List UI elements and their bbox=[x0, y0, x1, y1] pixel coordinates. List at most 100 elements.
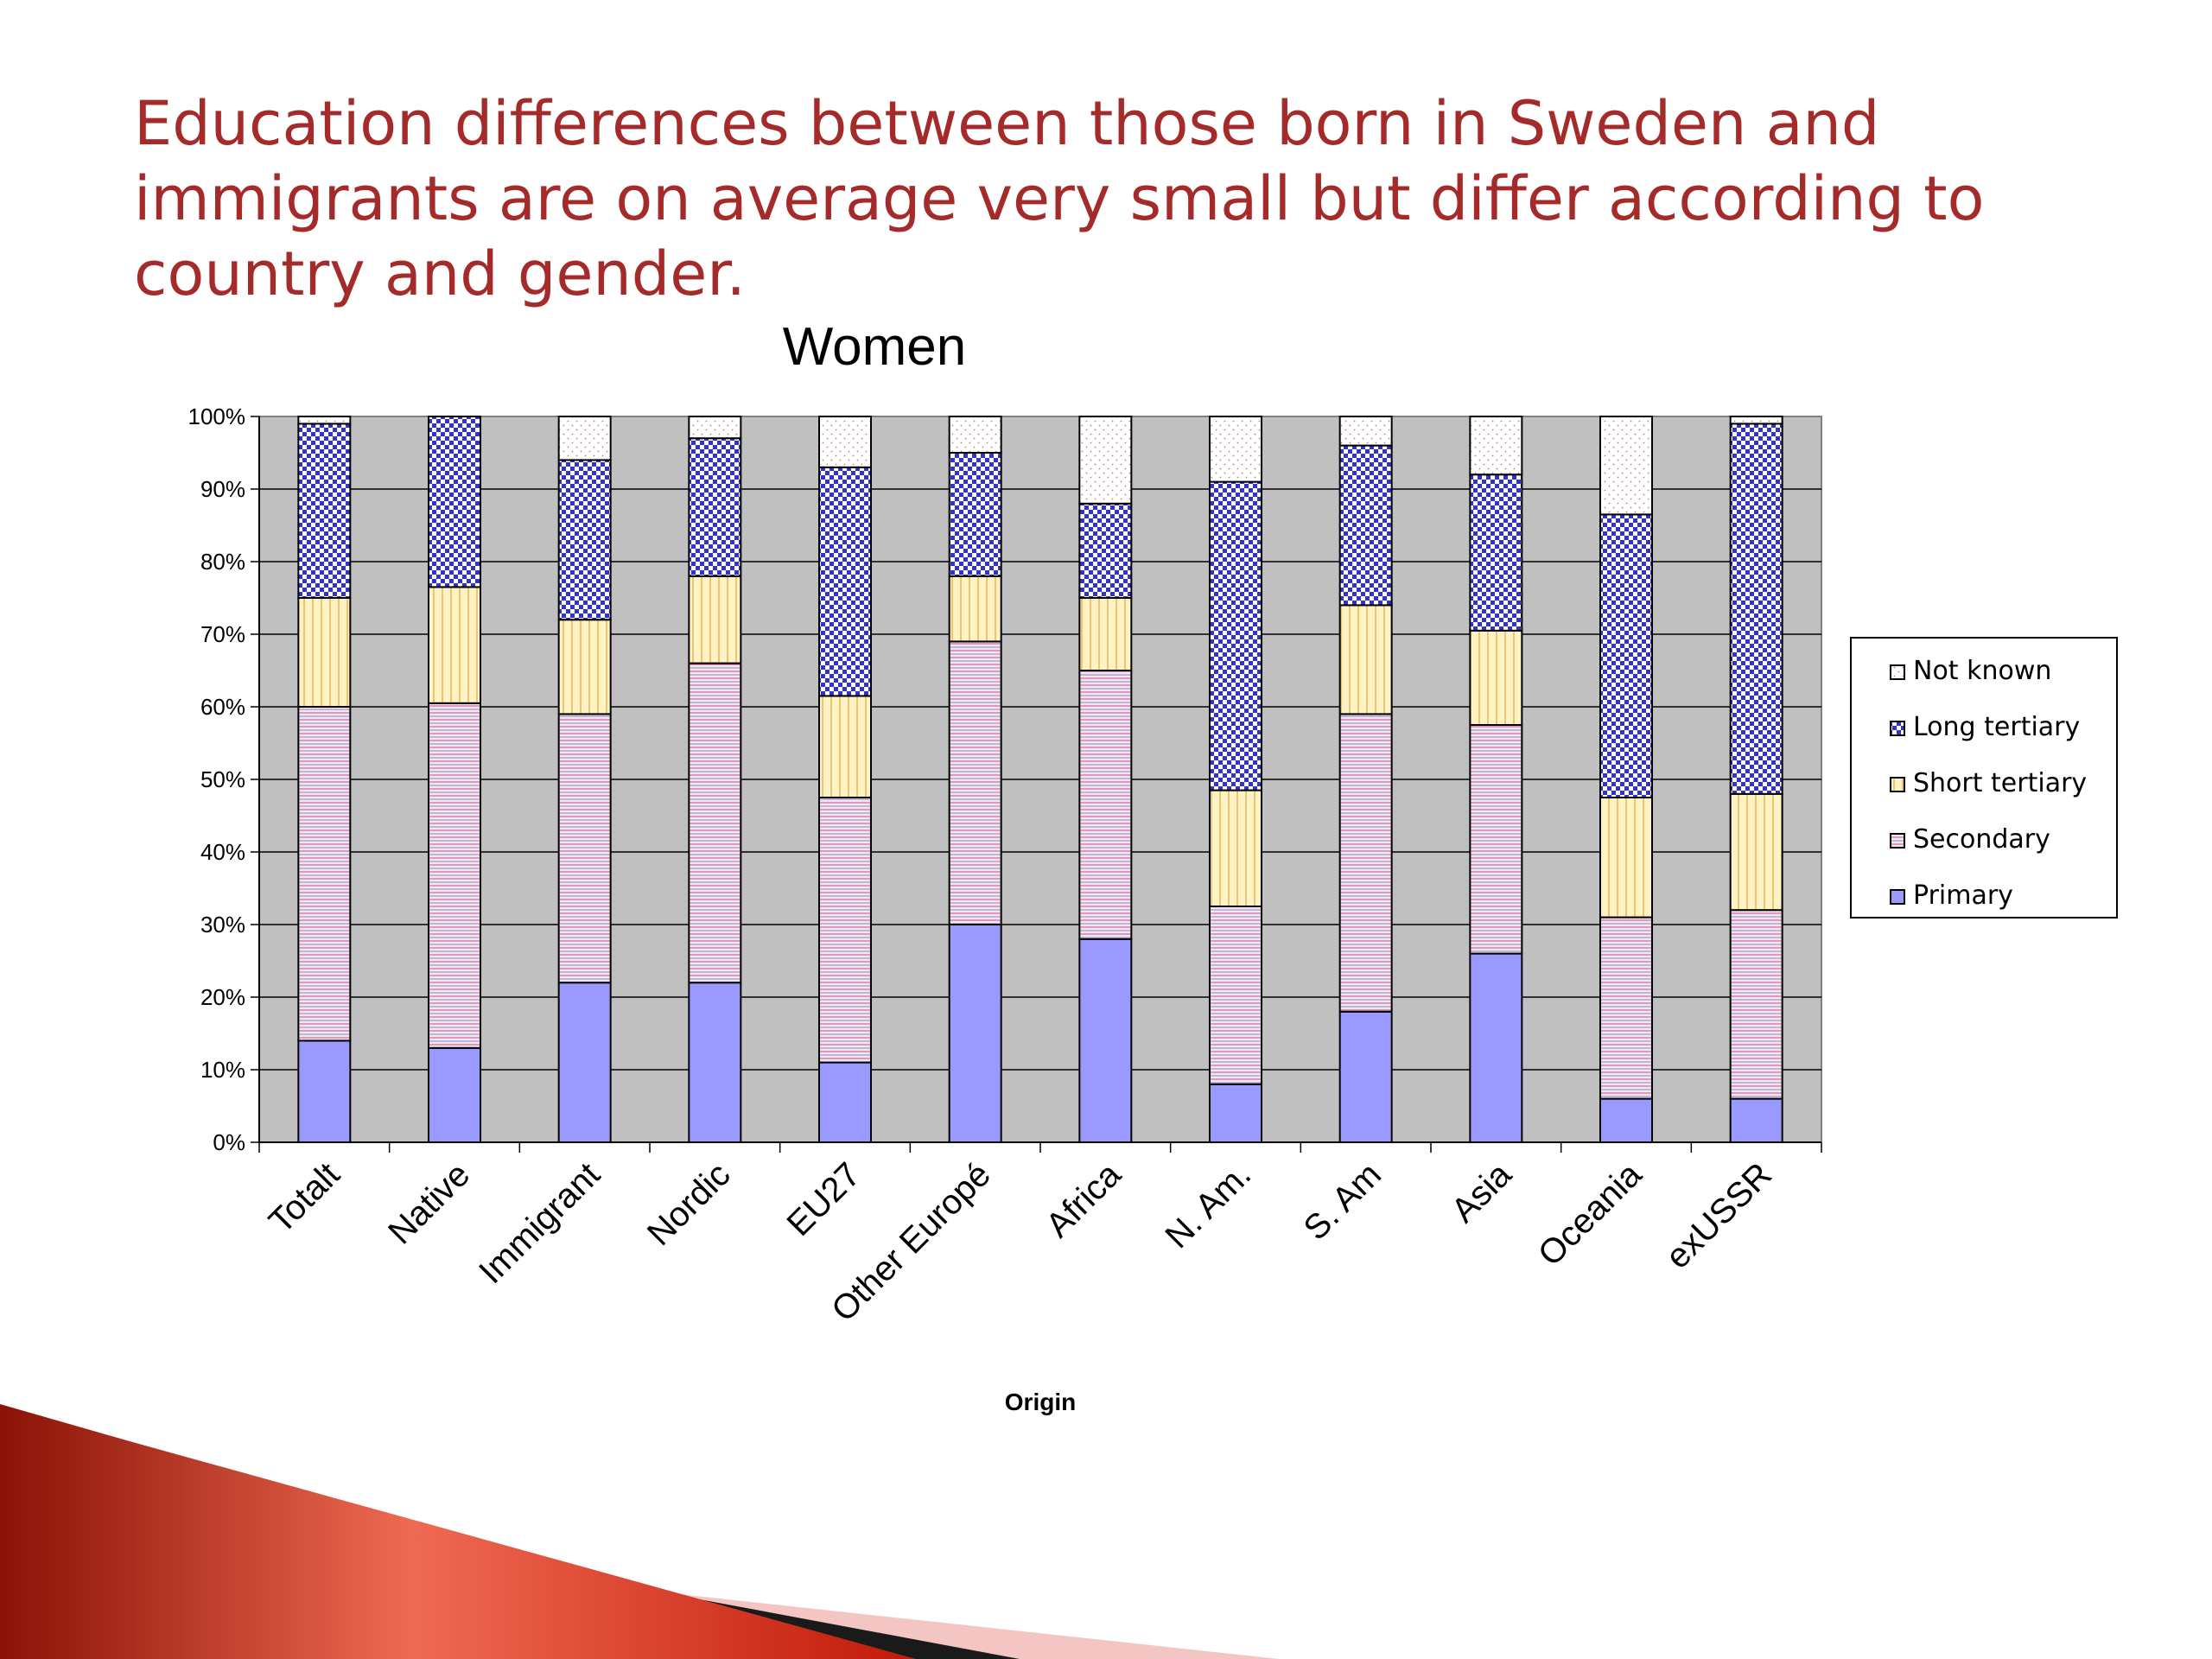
bar-segment bbox=[1599, 797, 1653, 918]
legend-swatch bbox=[1890, 664, 1905, 680]
bar-segment bbox=[1338, 444, 1393, 607]
y-tick-label: 30% bbox=[200, 912, 245, 938]
bar-segment bbox=[948, 416, 1002, 454]
legend: Not known Long tertiary Short tertiary Seco… bbox=[1850, 637, 2118, 918]
bar-segment bbox=[1078, 416, 1133, 505]
bar-segment bbox=[428, 586, 481, 704]
bar-segment bbox=[1729, 423, 1783, 795]
bar-segment bbox=[1209, 789, 1262, 907]
legend-label: Secondary bbox=[1913, 824, 2050, 855]
legend-item: Long tertiary bbox=[1890, 712, 2080, 742]
bar-segment bbox=[1469, 474, 1523, 632]
x-tick-label: Immigrant bbox=[472, 1155, 607, 1291]
bar-segment bbox=[1078, 502, 1133, 599]
bar-segment bbox=[1599, 1097, 1653, 1143]
bar-segment bbox=[428, 1046, 481, 1144]
bar-segment bbox=[818, 1061, 872, 1143]
bar-stack bbox=[1599, 416, 1653, 1143]
x-axis-title: Origin bbox=[1005, 1389, 1076, 1415]
bar-segment bbox=[1209, 906, 1262, 1085]
y-tick-label: 70% bbox=[200, 621, 245, 647]
legend-label: Long tertiary bbox=[1913, 712, 2080, 742]
bar-segment bbox=[948, 575, 1002, 643]
bar-segment bbox=[1729, 909, 1783, 1100]
bar-segment bbox=[1469, 952, 1523, 1143]
bar-segment bbox=[1078, 670, 1133, 940]
bar-segment bbox=[557, 459, 612, 621]
legend-item: Short tertiary bbox=[1890, 768, 2087, 798]
legend-label: Primary bbox=[1913, 880, 2013, 911]
y-tick-label: 100% bbox=[188, 404, 246, 429]
legend-item: Not known bbox=[1890, 656, 2051, 686]
bar-segment bbox=[1209, 480, 1262, 791]
bar-segment bbox=[948, 924, 1002, 1143]
legend-label: Not known bbox=[1913, 656, 2051, 686]
decorative-swoosh bbox=[0, 1404, 1279, 1659]
y-tick-label: 10% bbox=[200, 1057, 245, 1083]
bar-segment bbox=[1469, 724, 1523, 955]
bar-segment bbox=[1469, 629, 1523, 726]
y-tick-label: 60% bbox=[200, 694, 245, 720]
y-tick-label: 90% bbox=[200, 476, 245, 502]
y-tick-label: 80% bbox=[200, 549, 245, 575]
bar-stack bbox=[1078, 416, 1133, 1144]
bar-segment bbox=[1729, 1097, 1783, 1143]
axes bbox=[258, 416, 1822, 1153]
legend-swatch bbox=[1890, 889, 1905, 905]
legend-item: Secondary bbox=[1890, 824, 2050, 855]
bars bbox=[297, 416, 1783, 1144]
bar-segment bbox=[1338, 416, 1393, 447]
y-tick-label: 40% bbox=[200, 839, 245, 865]
bar-segment bbox=[1209, 416, 1262, 483]
bar-segment bbox=[557, 416, 612, 461]
x-tick-label: Africa bbox=[1039, 1155, 1128, 1245]
y-tick-labels: 0% 10% 20% 30% 40% 50% 60% 70% 80% 90% 100% bbox=[188, 404, 246, 1155]
bar-segment bbox=[688, 982, 742, 1143]
x-tick-label: Totalt bbox=[262, 1155, 347, 1241]
bar-stack bbox=[818, 416, 872, 1143]
bar-segment bbox=[818, 695, 872, 799]
bar-segment bbox=[1599, 916, 1653, 1100]
x-tick-label: Oceania bbox=[1531, 1155, 1649, 1274]
legend-swatch bbox=[1890, 777, 1905, 792]
bar-segment bbox=[1729, 792, 1783, 912]
legend-swatch bbox=[1890, 721, 1905, 736]
y-tick-label: 20% bbox=[200, 984, 245, 1010]
bar-segment bbox=[1338, 713, 1393, 1013]
bar-segment bbox=[557, 619, 612, 715]
bar-segment bbox=[948, 640, 1002, 926]
bar-segment bbox=[1599, 416, 1653, 516]
bar-segment bbox=[297, 416, 352, 425]
bar-segment bbox=[297, 1039, 352, 1144]
bar-segment bbox=[297, 423, 352, 599]
x-tick-label: Nordic bbox=[640, 1155, 738, 1253]
bar-segment bbox=[428, 416, 481, 588]
bar-segment bbox=[297, 706, 352, 1042]
x-tick-label: N. Am. bbox=[1158, 1155, 1258, 1255]
bar-segment bbox=[1599, 513, 1653, 799]
bar-stack bbox=[1338, 416, 1393, 1144]
legend-label: Short tertiary bbox=[1913, 768, 2087, 798]
bar-segment bbox=[1078, 597, 1133, 671]
bar-segment bbox=[1209, 1083, 1262, 1144]
bar-segment bbox=[297, 597, 352, 708]
bar-segment bbox=[688, 575, 742, 664]
bar-stack bbox=[428, 416, 481, 1144]
x-tick-label: EU27 bbox=[779, 1155, 868, 1243]
x-tick-label: S. Am bbox=[1296, 1155, 1389, 1248]
bar-segment bbox=[428, 702, 481, 1049]
bar-segment bbox=[688, 662, 742, 984]
bar-segment bbox=[1338, 604, 1393, 715]
bar-segment bbox=[818, 466, 872, 697]
x-tick-label: Native bbox=[381, 1155, 477, 1251]
bar-stack bbox=[297, 416, 352, 1144]
gridlines bbox=[251, 416, 1821, 1143]
slide-title: Education differences between those born… bbox=[134, 88, 1985, 309]
bar-stack bbox=[1729, 416, 1783, 1143]
legend-swatch bbox=[1890, 833, 1905, 849]
y-tick-label: 50% bbox=[200, 766, 245, 792]
bar-stack bbox=[948, 416, 1002, 1143]
bar-segment bbox=[1729, 416, 1783, 425]
